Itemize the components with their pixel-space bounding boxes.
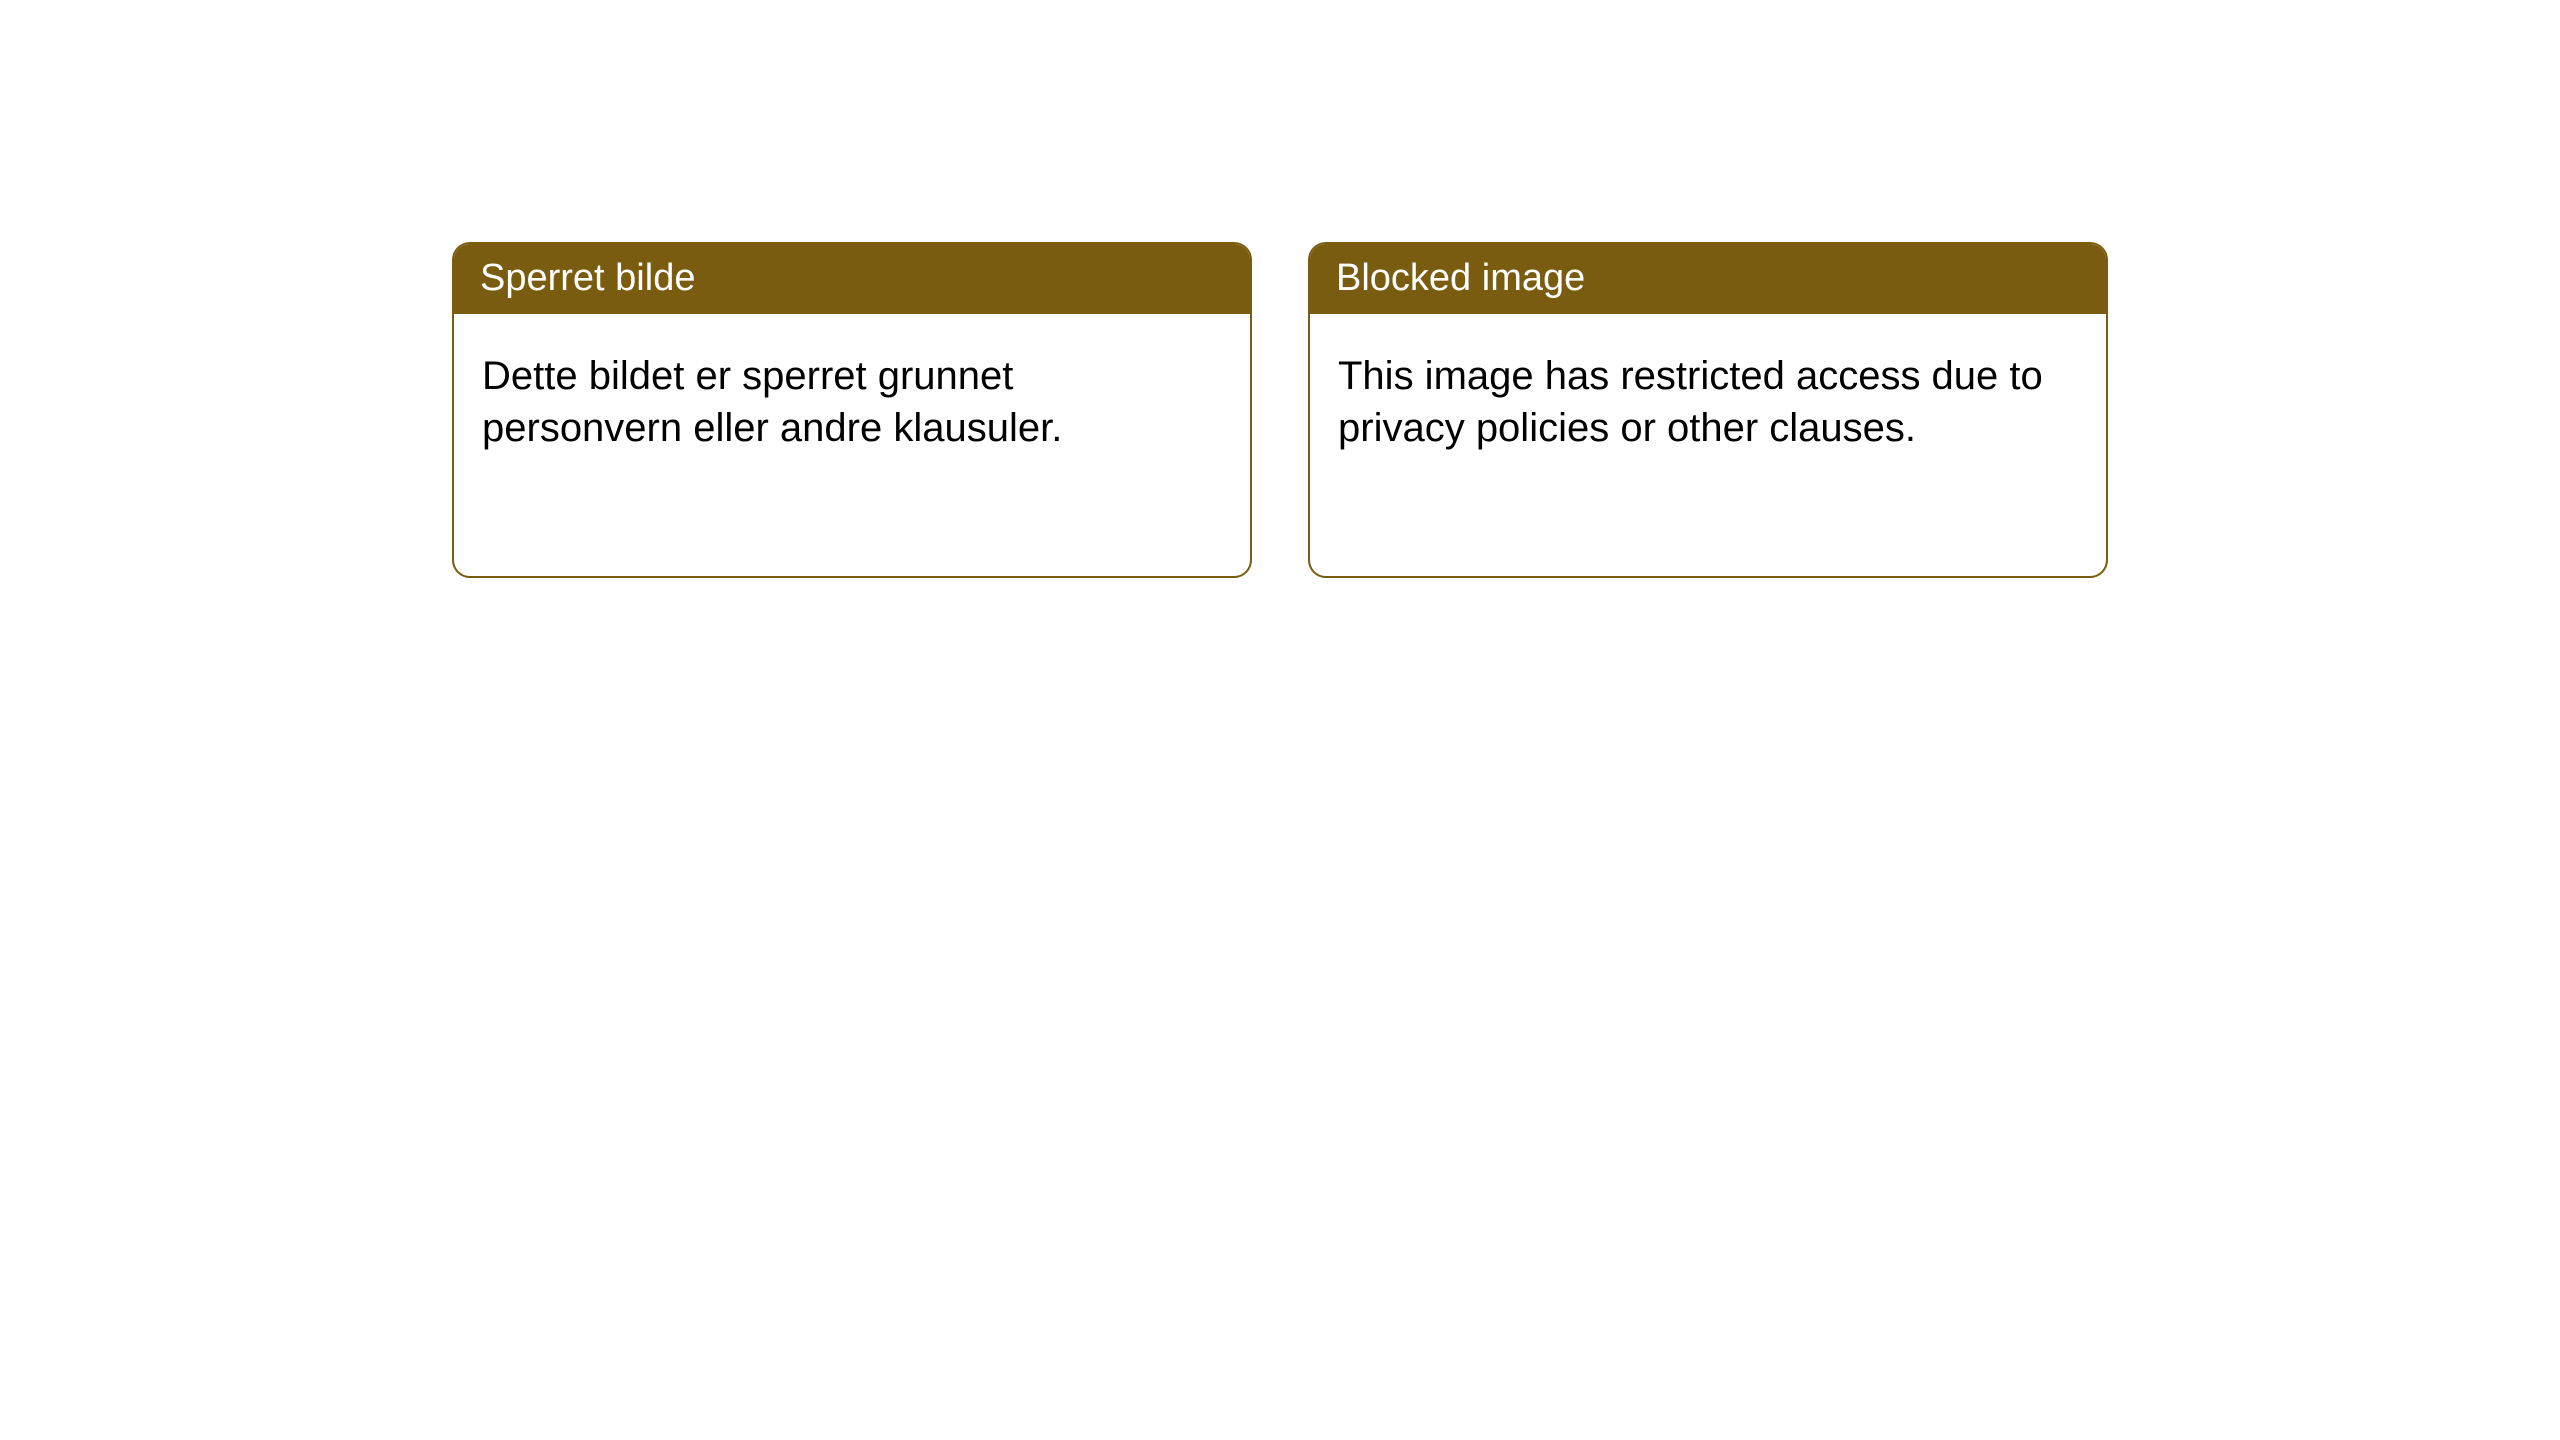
notice-card-english: Blocked image This image has restricted … [1308, 242, 2108, 578]
notice-body: Dette bildet er sperret grunnet personve… [454, 314, 1250, 490]
notice-title: Sperret bilde [480, 257, 695, 299]
notice-card-norwegian: Sperret bilde Dette bildet er sperret gr… [452, 242, 1252, 578]
notice-header: Sperret bilde [454, 244, 1250, 314]
notice-header: Blocked image [1310, 244, 2106, 314]
notice-message: Dette bildet er sperret grunnet personve… [482, 354, 1062, 450]
notice-container: Sperret bilde Dette bildet er sperret gr… [452, 242, 2108, 578]
notice-title: Blocked image [1336, 257, 1585, 299]
notice-body: This image has restricted access due to … [1310, 314, 2106, 490]
notice-message: This image has restricted access due to … [1338, 354, 2043, 450]
